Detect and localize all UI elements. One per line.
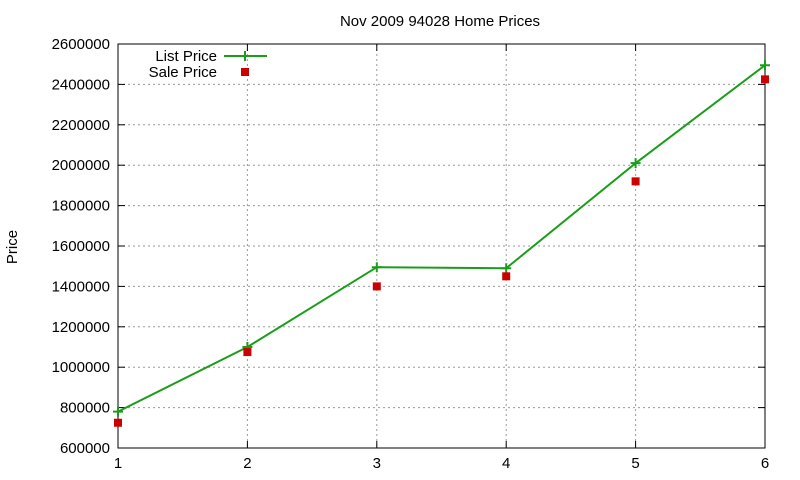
y-axis-label: Price xyxy=(4,230,21,264)
x-tick-label: 6 xyxy=(761,455,769,472)
legend-label-list-price: List Price xyxy=(155,48,217,65)
x-tick-label: 4 xyxy=(502,455,510,472)
list-price-line xyxy=(117,64,766,413)
list-price-point xyxy=(371,262,382,273)
y-tick-label: 2600000 xyxy=(52,36,110,53)
list-price-point xyxy=(630,158,641,169)
x-tick-label: 3 xyxy=(373,455,381,472)
y-tick-label: 2000000 xyxy=(52,157,110,174)
sale-price-point xyxy=(502,272,511,281)
x-tick-label: 5 xyxy=(631,455,639,472)
y-tick-label: 2200000 xyxy=(52,117,110,134)
y-tick-label: 1800000 xyxy=(52,198,110,215)
sale-price-point xyxy=(243,348,252,357)
x-tick-label: 2 xyxy=(243,455,251,472)
axis-ticks: 600000 800000 1000000 1200000 1400000 1600000… xyxy=(52,36,770,472)
list-price-point xyxy=(501,263,512,274)
chart-title: Nov 2009 94028 Home Prices xyxy=(340,13,540,30)
legend: List Price Sale Price xyxy=(149,48,267,81)
legend-label-sale-price: Sale Price xyxy=(149,64,217,81)
list-price-point xyxy=(760,60,770,71)
sale-price-point xyxy=(372,282,381,291)
series-layer xyxy=(113,60,770,427)
x-tick-label: 1 xyxy=(114,455,122,472)
plot-frame xyxy=(117,43,766,449)
sale-price-point xyxy=(761,75,769,84)
list-price-point xyxy=(113,406,123,417)
y-tick-label: 600000 xyxy=(60,440,110,457)
sale-price-point xyxy=(631,177,640,186)
grid-lines xyxy=(118,44,765,448)
y-tick-label: 1200000 xyxy=(52,319,110,336)
legend-marker-list-price xyxy=(240,51,250,61)
y-tick-label: 1000000 xyxy=(52,359,110,376)
sale-price-point xyxy=(114,418,122,427)
legend-marker-sale-price xyxy=(241,68,249,76)
y-tick-label: 2400000 xyxy=(52,76,110,93)
y-tick-label: 1400000 xyxy=(52,278,110,295)
y-tick-label: 1600000 xyxy=(52,238,110,255)
y-tick-label: 800000 xyxy=(60,400,110,417)
